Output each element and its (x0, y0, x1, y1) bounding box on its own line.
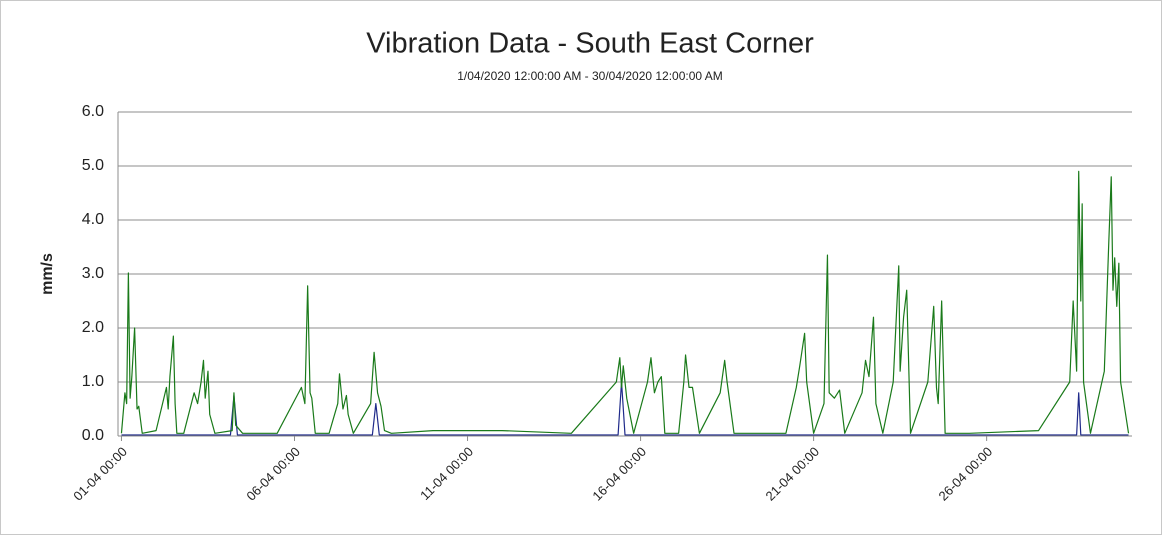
y-tick-label: 2.0 (82, 319, 104, 336)
series-line (120, 170, 1130, 434)
chart-title: Vibration Data - South East Corner (366, 28, 814, 60)
y-tick-label: 6.0 (82, 103, 104, 120)
y-tick-label: 5.0 (82, 157, 104, 174)
y-tick-label: 4.0 (82, 211, 104, 228)
y-tick-label: 1.0 (82, 373, 104, 390)
y-tick-label: 3.0 (82, 265, 104, 282)
chart-subtitle: 1/04/2020 12:00:00 AM - 30/04/2020 12:00… (457, 69, 723, 83)
y-axis-label: mm/s (39, 253, 56, 295)
y-tick-label: 0.0 (82, 427, 104, 444)
